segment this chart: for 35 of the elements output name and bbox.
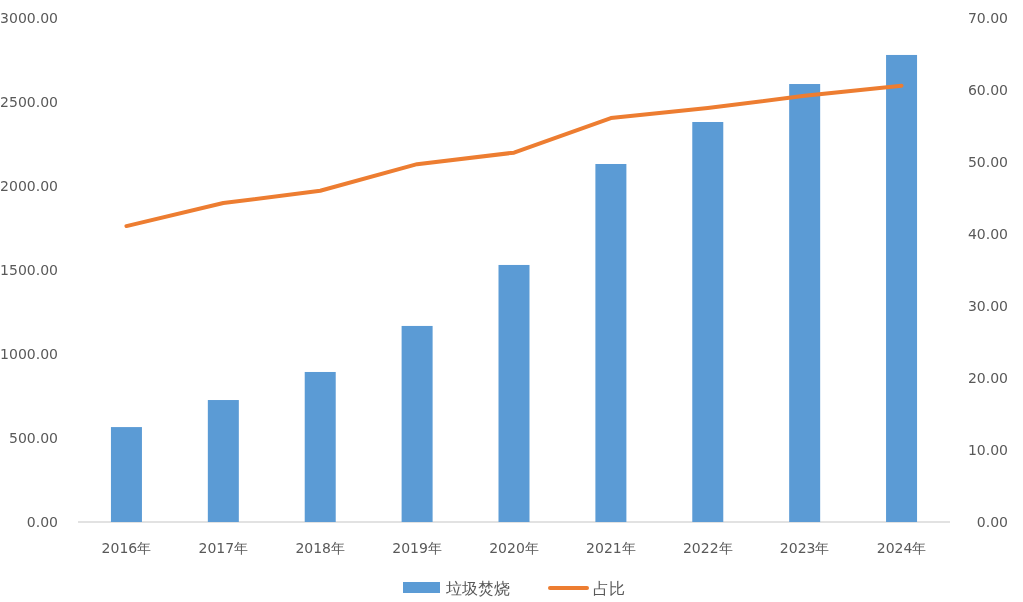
y2-tick-label: 70.00 [967,10,1008,26]
y-tick-label: 1500.00 [0,262,58,278]
y-tick-label: 2000.00 [0,178,58,194]
y2-tick-label: 60.00 [967,82,1008,98]
y2-tick-label: 0.00 [976,514,1008,530]
x-tick-label: 2022年 [682,540,733,556]
y-tick-label: 3000.00 [0,10,58,26]
y2-tick-label: 10.00 [967,442,1008,458]
bar [886,54,918,522]
x-tick-label: 2016年 [101,540,152,556]
legend-label: 垃圾焚烧 [445,579,510,598]
bar [498,264,530,522]
x-tick-label: 2021年 [586,540,636,556]
legend-label: 占比 [593,579,625,598]
bar [207,400,239,522]
y-tick-label: 1000.00 [0,346,58,362]
y-tick-label: 500.00 [9,430,58,446]
y2-tick-label: 50.00 [967,154,1008,170]
x-tick-label: 2023年 [779,540,830,556]
x-tick-label: 2024年 [876,540,927,556]
x-tick-label: 2017年 [198,540,249,556]
x-tick-label: 2018年 [295,540,346,556]
bar [692,121,724,522]
bar [401,325,433,522]
y-tick-label: 0.00 [26,514,58,530]
bar [110,427,142,522]
bar [304,371,336,522]
y2-tick-label: 30.00 [967,298,1008,314]
y2-tick-label: 20.00 [967,370,1008,386]
bar [789,84,821,522]
x-tick-label: 2019年 [392,540,442,556]
y-tick-label: 2500.00 [0,94,58,110]
y2-tick-label: 40.00 [967,226,1008,242]
x-tick-label: 2020年 [489,540,539,556]
bar [595,163,627,522]
